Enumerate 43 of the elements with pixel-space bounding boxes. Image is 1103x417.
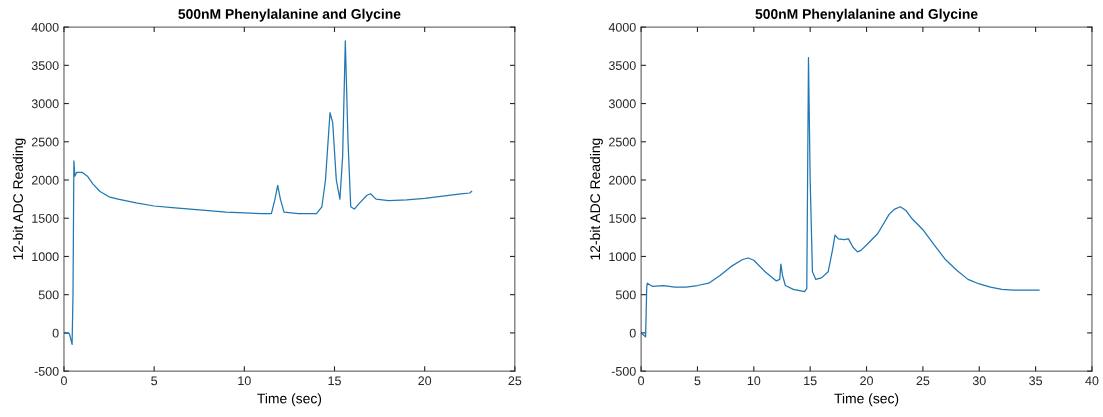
y-tick-label: 500 — [615, 290, 636, 300]
y-tick-label: 1000 — [609, 252, 636, 262]
y-tick-label: -500 — [34, 366, 59, 376]
y-tick-label: 0 — [629, 328, 636, 338]
y-tick-label: 1500 — [32, 214, 59, 223]
y-tick-label: 1000 — [32, 252, 59, 262]
y-tick-label: 3500 — [608, 61, 636, 70]
y-tick-label: 1500 — [609, 214, 636, 223]
x-tick-label: 20 — [418, 376, 432, 386]
x-tick-label: 25 — [916, 376, 930, 386]
x-tick-label: 20 — [860, 376, 873, 386]
y-axis-title: 12-bit ADC Reading — [589, 138, 603, 260]
x-tick-label: 5 — [694, 376, 701, 386]
x-tick-label: 10 — [747, 376, 761, 386]
y-axis-title: 12-bit ADC Reading — [12, 138, 26, 260]
line-series — [63, 40, 473, 345]
x-tick-label: 10 — [238, 376, 251, 386]
x-axis-title: Time (sec) — [834, 393, 899, 407]
x-tick-label: 15 — [804, 376, 817, 386]
y-tick-label: 0 — [52, 328, 59, 338]
line-series — [641, 57, 1040, 338]
y-tick-label: 4000 — [608, 22, 636, 32]
y-tick-label: 3500 — [31, 61, 59, 70]
x-tick-label: 0 — [60, 376, 67, 386]
x-tick-label: 25 — [508, 376, 522, 386]
x-tick-label: 5 — [151, 376, 158, 386]
x-axis-title: Time (sec) — [257, 393, 322, 407]
x-tick-label: 15 — [328, 376, 341, 386]
y-tick-label: 2500 — [31, 137, 59, 147]
y-tick-label: 2000 — [31, 175, 59, 185]
x-tick-label: 40 — [1085, 376, 1099, 386]
y-tick-label: 2500 — [609, 137, 636, 147]
y-tick-label: 3000 — [31, 99, 59, 109]
y-tick-label: -500 — [611, 366, 636, 376]
x-tick-label: 30 — [972, 376, 986, 386]
y-tick-label: 3000 — [608, 99, 636, 109]
y-tick-label: 4000 — [31, 22, 59, 32]
x-tick-label: 35 — [1029, 376, 1043, 386]
y-tick-label: 500 — [38, 290, 59, 300]
x-tick-label: 0 — [638, 376, 645, 386]
y-tick-label: 2000 — [609, 175, 636, 185]
chart-title: 500nM Phenylalanine and Glycine — [178, 8, 401, 22]
chart-title: 500nM Phenylalanine and Glycine — [755, 8, 978, 22]
